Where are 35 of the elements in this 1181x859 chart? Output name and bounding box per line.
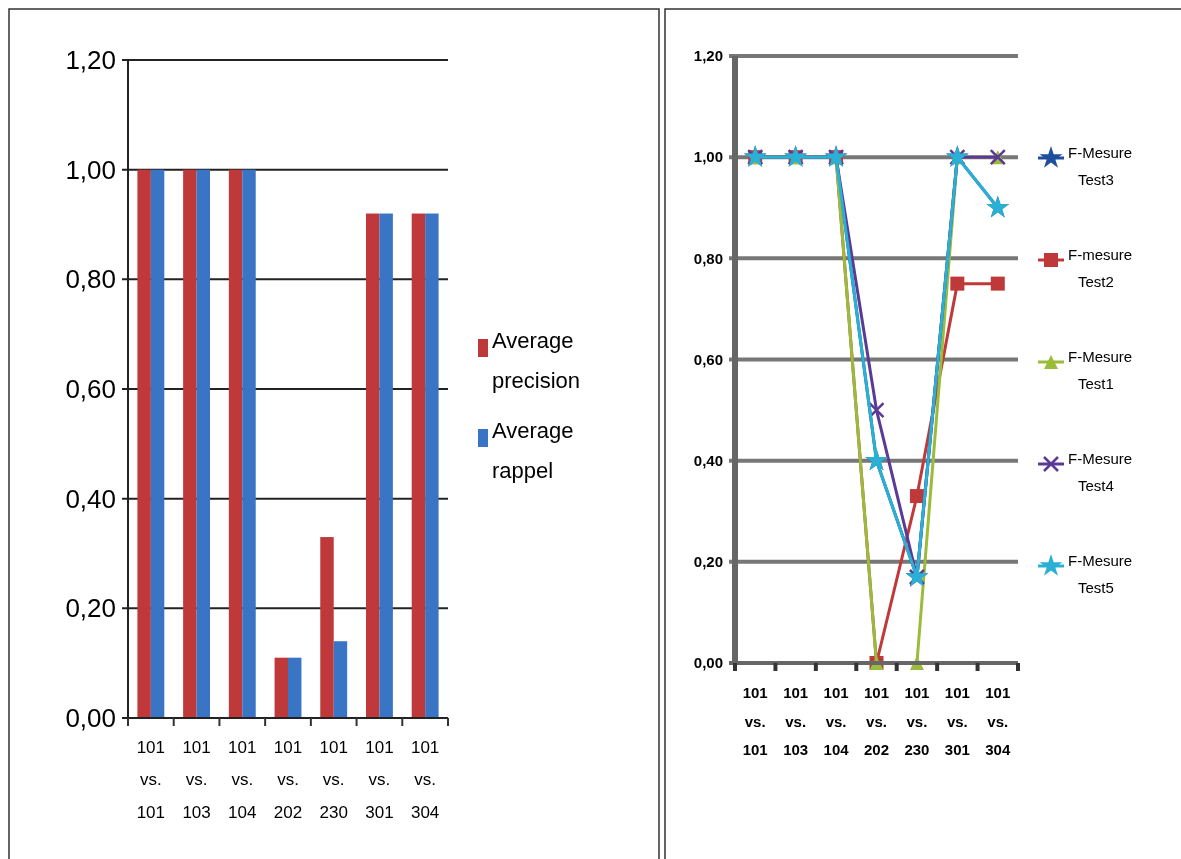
x-tick-label: 101 vs. 304 (410, 738, 440, 822)
x-tick-label: 101 vs. 101 (136, 738, 166, 822)
legend-label: F-Mesure Test3 (1068, 144, 1133, 188)
y-tick-label: 1,20 (693, 47, 723, 65)
legend-label: F-mesure Test2 (1068, 246, 1133, 290)
y-tick-label: 1,20 (65, 45, 116, 76)
y-tick-label: 0,20 (65, 593, 116, 624)
y-tick-label: 0,80 (65, 264, 116, 295)
x-tick-label: 101 vs. 202 (863, 684, 890, 758)
y-tick-label: 0,40 (693, 451, 723, 469)
x-tick-label: 101 vs. 301 (365, 738, 394, 822)
y-tick-label: 0,20 (693, 553, 723, 571)
x-tick-label: 101 vs. 230 (904, 684, 930, 758)
y-tick-label: 1,00 (693, 148, 723, 166)
x-tick-label: 101 vs. 104 (823, 684, 850, 758)
x-tick-label: 101 vs. 104 (228, 738, 257, 822)
y-tick-label: 0,60 (65, 374, 116, 405)
x-tick-label: 101 vs. 202 (273, 738, 303, 822)
x-tick-label: 101 vs. 101 (742, 684, 768, 758)
x-tick-label: 101 vs. 230 (319, 738, 348, 822)
y-tick-label: 1,00 (65, 154, 116, 185)
x-tick-label: 101 vs. 304 (985, 684, 1011, 758)
legend-label: F-Mesure Test5 (1068, 552, 1133, 596)
legend-label: F-Mesure Test1 (1068, 348, 1133, 392)
legend-label: F-Mesure Test4 (1068, 450, 1133, 494)
y-tick-label: 0,00 (693, 654, 723, 672)
y-tick-label: 0,80 (693, 249, 723, 267)
x-tick-label: 101 vs. 103 (783, 684, 809, 758)
x-tick-label: 101 vs. 103 (182, 738, 211, 822)
y-tick-label: 0,60 (693, 350, 723, 368)
legend-label: Average rappel (492, 418, 574, 483)
x-tick-label: 101 vs. 301 (944, 684, 970, 758)
y-tick-label: 0,00 (65, 703, 116, 734)
legend-label: Average precision (492, 328, 581, 393)
y-tick-label: 0,40 (65, 483, 116, 514)
